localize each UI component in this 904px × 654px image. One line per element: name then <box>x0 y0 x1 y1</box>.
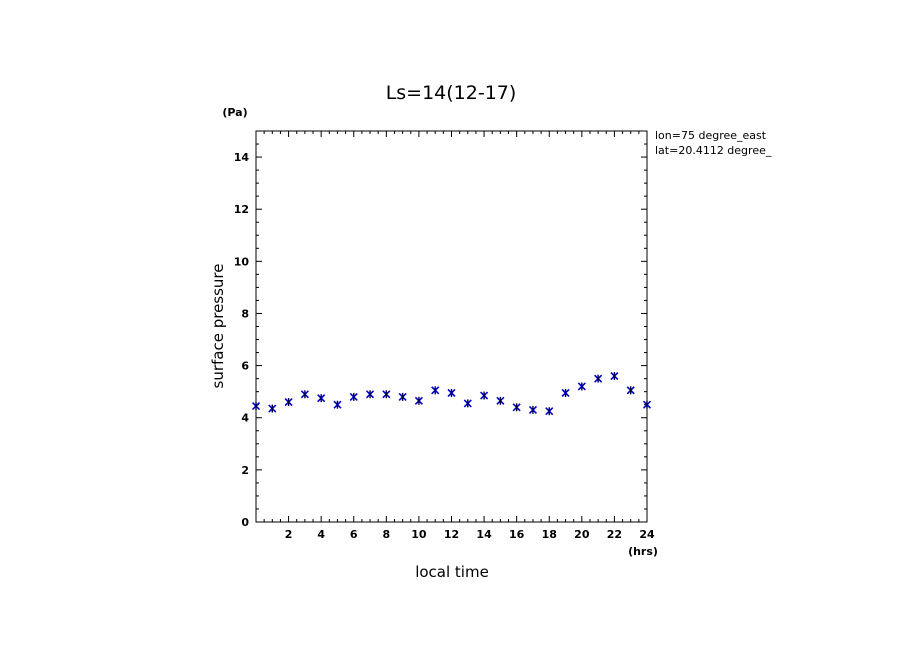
data-point <box>414 396 423 405</box>
y-axis-label: surface pressure <box>209 264 227 389</box>
y-tick-label: 0 <box>241 516 249 529</box>
data-point <box>463 399 472 408</box>
data-point <box>512 403 521 412</box>
x-tick-label: 16 <box>509 528 525 541</box>
y-tick-label: 12 <box>234 203 249 216</box>
data-point <box>496 396 505 405</box>
plot-frame <box>255 130 648 523</box>
y-tick-label: 14 <box>234 151 250 164</box>
x-unit-label: (hrs) <box>628 545 658 558</box>
data-point <box>642 400 652 409</box>
data-point <box>610 371 619 381</box>
data-point <box>268 404 277 413</box>
x-tick-label: 24 <box>639 528 655 541</box>
data-point <box>480 391 489 400</box>
chart-title: Ls=14(12-17) <box>386 82 517 104</box>
data-point <box>577 382 586 391</box>
x-tick-label: 8 <box>383 528 391 541</box>
x-tick-label: 10 <box>411 528 427 541</box>
x-tick-label: 14 <box>476 528 492 541</box>
data-point <box>545 407 554 416</box>
data-point <box>251 401 261 411</box>
annotation-lon: lon=75 degree_east <box>655 129 767 142</box>
data-point <box>594 374 603 383</box>
data-points <box>251 371 652 416</box>
x-tick-label: 12 <box>444 528 459 541</box>
x-tick-label: 22 <box>607 528 622 541</box>
y-tick-label: 10 <box>234 255 250 268</box>
y-tick-label: 6 <box>241 360 249 373</box>
data-point <box>447 388 456 398</box>
y-tick-labels: 0 2 4 6 8 10 12 14 <box>234 151 250 529</box>
annotation-lat: lat=20.4112 degree_ <box>655 144 772 157</box>
x-tick-label: 6 <box>350 528 358 541</box>
y-tick-label: 2 <box>241 464 249 477</box>
x-tick-labels: 2 4 6 8 10 12 14 16 18 20 22 24 <box>285 528 655 541</box>
x-axis-label: local time <box>415 563 489 581</box>
data-point <box>349 392 358 401</box>
data-point <box>626 386 635 395</box>
data-point <box>382 390 391 399</box>
x-tick-label: 4 <box>317 528 325 541</box>
y-tick-label: 8 <box>241 307 249 320</box>
x-tick-label: 20 <box>574 528 590 541</box>
x-tick-label: 2 <box>285 528 293 541</box>
data-point <box>365 390 375 399</box>
ticks-layer <box>255 130 648 523</box>
data-point <box>528 405 538 414</box>
data-point <box>431 386 440 395</box>
y-unit-label: (Pa) <box>222 106 247 119</box>
data-point <box>284 398 293 407</box>
data-point <box>398 392 407 401</box>
y-tick-label: 4 <box>241 412 249 425</box>
data-point <box>317 394 326 403</box>
data-point <box>561 388 570 398</box>
x-tick-label: 18 <box>542 528 557 541</box>
data-point <box>333 400 342 409</box>
data-point <box>300 390 309 399</box>
